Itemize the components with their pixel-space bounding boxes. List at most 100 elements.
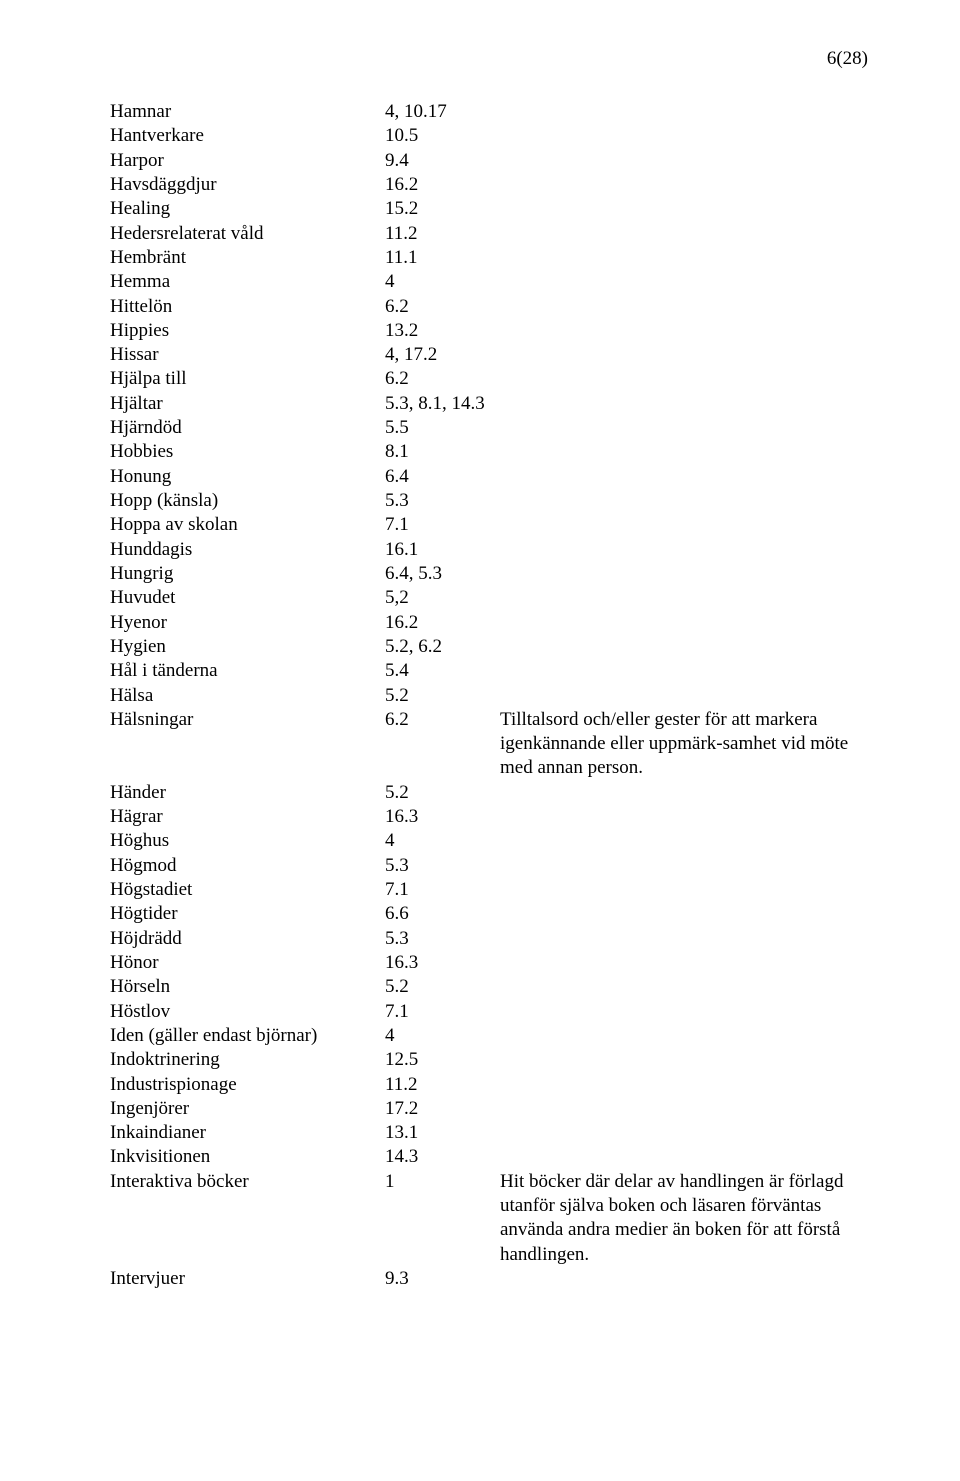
- index-value: 6.4: [385, 465, 500, 489]
- index-row: Höstlov7.1: [110, 1000, 860, 1024]
- index-row: Hobbies8.1: [110, 440, 860, 464]
- index-row: Höghus4: [110, 829, 860, 853]
- index-term: Hamnar: [110, 100, 385, 124]
- index-row: Hjärndöd5.5: [110, 416, 860, 440]
- index-row: Hedersrelaterat våld11.2: [110, 222, 860, 246]
- index-row: Intervjuer9.3: [110, 1267, 860, 1291]
- index-value: 5.2: [385, 781, 500, 805]
- index-value: 16.3: [385, 805, 500, 829]
- index-term: Hopp (känsla): [110, 489, 385, 513]
- index-term: Hemma: [110, 270, 385, 294]
- index-term: Ingenjörer: [110, 1097, 385, 1121]
- index-note: Tilltalsord och/eller gester för att mar…: [500, 708, 860, 781]
- index-term: Hjälpa till: [110, 367, 385, 391]
- index-row: Händer5.2: [110, 781, 860, 805]
- index-value: 16.2: [385, 611, 500, 635]
- index-row: Hygien5.2, 6.2: [110, 635, 860, 659]
- index-term: Healing: [110, 197, 385, 221]
- index-value: 4, 10.17: [385, 100, 500, 124]
- index-term: Honung: [110, 465, 385, 489]
- index-value: 13.2: [385, 319, 500, 343]
- index-row: Huvudet5,2: [110, 586, 860, 610]
- index-value: 5.2: [385, 975, 500, 999]
- index-row: Högstadiet7.1: [110, 878, 860, 902]
- index-value: 8.1: [385, 440, 500, 464]
- index-value: 7.1: [385, 1000, 500, 1024]
- index-row: Höjdrädd5.3: [110, 927, 860, 951]
- index-row: Hjälpa till6.2: [110, 367, 860, 391]
- index-row: Hälsningar6.2Tilltalsord och/eller geste…: [110, 708, 860, 781]
- index-term: Hörseln: [110, 975, 385, 999]
- index-row: Högmod5.3: [110, 854, 860, 878]
- index-row: Ingenjörer17.2: [110, 1097, 860, 1121]
- index-value: 17.2: [385, 1097, 500, 1121]
- index-row: Hälsa5.2: [110, 684, 860, 708]
- index-term: Hyenor: [110, 611, 385, 635]
- index-list: Hamnar4, 10.17Hantverkare10.5Harpor9.4Ha…: [110, 100, 860, 1291]
- index-row: Havsdäggdjur16.2: [110, 173, 860, 197]
- index-row: Industrispionage11.2: [110, 1073, 860, 1097]
- index-term: Hygien: [110, 635, 385, 659]
- index-value: 4: [385, 829, 500, 853]
- index-row: Hamnar4, 10.17: [110, 100, 860, 124]
- index-value: 10.5: [385, 124, 500, 148]
- index-term: Huvudet: [110, 586, 385, 610]
- index-value: 5,2: [385, 586, 500, 610]
- index-term: Hobbies: [110, 440, 385, 464]
- index-term: Hittelön: [110, 295, 385, 319]
- index-value: 13.1: [385, 1121, 500, 1145]
- index-term: Händer: [110, 781, 385, 805]
- index-row: Hungrig6.4, 5.3: [110, 562, 860, 586]
- index-row: Hönor16.3: [110, 951, 860, 975]
- index-term: Hälsa: [110, 684, 385, 708]
- index-row: Hörseln5.2: [110, 975, 860, 999]
- index-term: Hägrar: [110, 805, 385, 829]
- index-term: Havsdäggdjur: [110, 173, 385, 197]
- index-row: Indoktrinering12.5: [110, 1048, 860, 1072]
- index-value: 7.1: [385, 513, 500, 537]
- index-term: Iden (gäller endast björnar): [110, 1024, 385, 1048]
- index-term: Högmod: [110, 854, 385, 878]
- index-row: Hemma4: [110, 270, 860, 294]
- index-term: Intervjuer: [110, 1267, 385, 1291]
- index-value: 11.1: [385, 246, 500, 270]
- index-value: 16.2: [385, 173, 500, 197]
- index-term: Hembränt: [110, 246, 385, 270]
- index-term: Inkvisitionen: [110, 1145, 385, 1169]
- index-note: Hit böcker där delar av handlingen är fö…: [500, 1170, 860, 1267]
- index-row: Iden (gäller endast björnar)4: [110, 1024, 860, 1048]
- index-row: Inkaindianer13.1: [110, 1121, 860, 1145]
- index-row: Hoppa av skolan7.1: [110, 513, 860, 537]
- index-term: Hissar: [110, 343, 385, 367]
- index-row: Hunddagis16.1: [110, 538, 860, 562]
- index-term: Högtider: [110, 902, 385, 926]
- index-term: Hungrig: [110, 562, 385, 586]
- index-value: 5.3: [385, 927, 500, 951]
- index-term: Harpor: [110, 149, 385, 173]
- index-row: Harpor9.4: [110, 149, 860, 173]
- index-value: 6.2: [385, 367, 500, 391]
- index-row: Hål i tänderna5.4: [110, 659, 860, 683]
- index-term: Hunddagis: [110, 538, 385, 562]
- index-value: 16.3: [385, 951, 500, 975]
- index-value: 11.2: [385, 1073, 500, 1097]
- index-value: 7.1: [385, 878, 500, 902]
- index-row: Hantverkare10.5: [110, 124, 860, 148]
- index-value: 15.2: [385, 197, 500, 221]
- index-term: Höghus: [110, 829, 385, 853]
- index-term: Interaktiva böcker: [110, 1170, 385, 1194]
- index-value: 4, 17.2: [385, 343, 500, 367]
- index-term: Industrispionage: [110, 1073, 385, 1097]
- index-value: 4: [385, 1024, 500, 1048]
- index-value: 6.2: [385, 708, 500, 732]
- index-value: 4: [385, 270, 500, 294]
- index-value: 6.6: [385, 902, 500, 926]
- index-value: 5.3, 8.1, 14.3: [385, 392, 500, 416]
- index-row: Hippies13.2: [110, 319, 860, 343]
- index-value: 6.2: [385, 295, 500, 319]
- index-term: Hål i tänderna: [110, 659, 385, 683]
- index-row: Inkvisitionen14.3: [110, 1145, 860, 1169]
- page-number: 6(28): [827, 48, 868, 70]
- index-term: Inkaindianer: [110, 1121, 385, 1145]
- index-term: Indoktrinering: [110, 1048, 385, 1072]
